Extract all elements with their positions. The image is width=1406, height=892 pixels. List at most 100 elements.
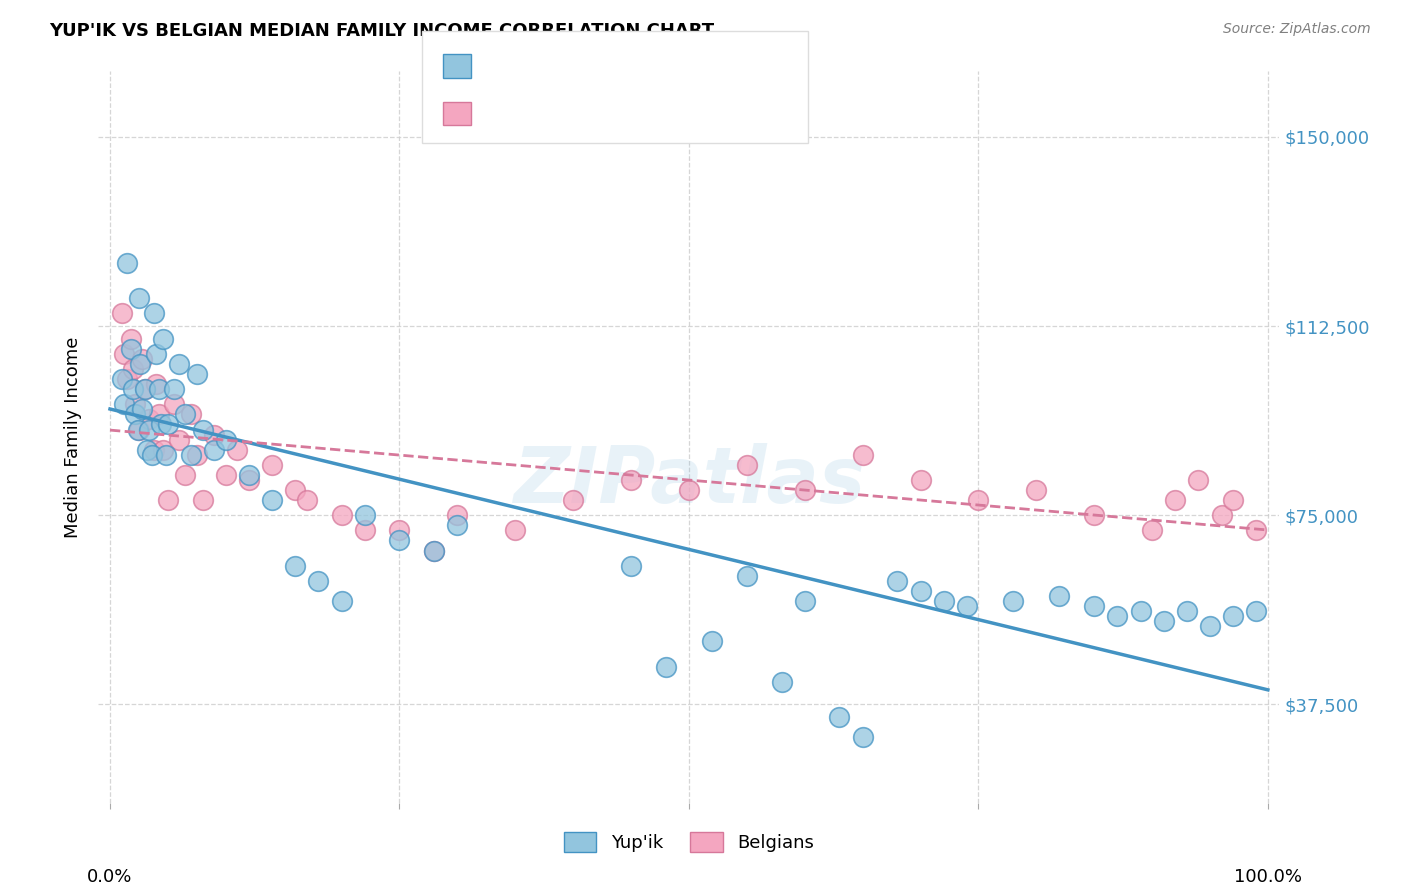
- Point: [149, 417, 172, 432]
- Point: [1199, 619, 1222, 633]
- Text: 100.0%: 100.0%: [1234, 869, 1302, 887]
- Point: [1107, 609, 1129, 624]
- Point: [852, 448, 875, 462]
- Point: [191, 493, 214, 508]
- Point: [136, 442, 159, 457]
- Point: [131, 351, 153, 366]
- Text: -0.766: -0.766: [524, 56, 593, 76]
- Point: [186, 367, 208, 381]
- Point: [110, 306, 132, 320]
- Point: [446, 518, 468, 533]
- Point: [169, 433, 191, 447]
- Point: [124, 397, 146, 411]
- Point: [1025, 483, 1047, 497]
- Point: [1211, 508, 1233, 523]
- Point: [120, 342, 142, 356]
- Point: [191, 423, 214, 437]
- Point: [152, 332, 174, 346]
- Point: [180, 448, 202, 462]
- Text: ZIPatlas: ZIPatlas: [513, 443, 865, 519]
- Point: [262, 493, 284, 508]
- Point: [932, 594, 955, 608]
- Point: [852, 730, 875, 744]
- Point: [700, 634, 723, 648]
- Point: [353, 508, 375, 523]
- Point: [1222, 609, 1244, 624]
- Point: [1083, 599, 1105, 613]
- Point: [122, 382, 145, 396]
- Point: [148, 382, 170, 396]
- Text: 50: 50: [678, 103, 704, 123]
- Point: [148, 408, 170, 422]
- Point: [127, 423, 149, 437]
- Point: [180, 408, 202, 422]
- Point: [330, 594, 353, 608]
- Text: N =: N =: [637, 57, 676, 75]
- Point: [117, 372, 139, 386]
- Point: [1153, 614, 1175, 628]
- Point: [1175, 604, 1198, 618]
- Point: [156, 417, 179, 432]
- Point: [620, 473, 643, 487]
- Point: [143, 306, 166, 320]
- Text: Source: ZipAtlas.com: Source: ZipAtlas.com: [1223, 22, 1371, 37]
- Text: R =: R =: [485, 57, 524, 75]
- Point: [112, 347, 135, 361]
- Point: [620, 558, 643, 573]
- Point: [1002, 594, 1025, 608]
- Text: 60: 60: [678, 56, 704, 76]
- Point: [330, 508, 353, 523]
- Point: [562, 493, 585, 508]
- Point: [423, 543, 446, 558]
- Point: [174, 408, 197, 422]
- Point: [141, 448, 163, 462]
- Point: [295, 493, 318, 508]
- Point: [828, 710, 851, 724]
- Point: [117, 256, 139, 270]
- Point: [388, 533, 411, 548]
- Point: [215, 433, 238, 447]
- Point: [156, 493, 179, 508]
- Point: [163, 382, 186, 396]
- Point: [1222, 493, 1244, 508]
- Point: [112, 397, 135, 411]
- Point: [120, 332, 142, 346]
- Text: -0.127: -0.127: [524, 103, 593, 123]
- Point: [110, 372, 132, 386]
- Point: [735, 458, 758, 472]
- Point: [503, 524, 526, 538]
- Point: [1246, 524, 1268, 538]
- Point: [226, 442, 249, 457]
- Point: [262, 458, 284, 472]
- Point: [155, 448, 177, 462]
- Point: [215, 467, 238, 482]
- Point: [284, 558, 307, 573]
- Point: [145, 347, 167, 361]
- Y-axis label: Median Family Income: Median Family Income: [63, 336, 82, 538]
- Point: [128, 423, 150, 437]
- Point: [138, 412, 160, 426]
- Text: R =: R =: [485, 104, 524, 122]
- Point: [238, 473, 260, 487]
- Point: [138, 423, 160, 437]
- Point: [793, 594, 815, 608]
- Point: [446, 508, 468, 523]
- Point: [423, 543, 446, 558]
- Point: [134, 382, 156, 396]
- Point: [1129, 604, 1152, 618]
- Point: [1164, 493, 1187, 508]
- Point: [967, 493, 990, 508]
- Point: [1049, 589, 1071, 603]
- Point: [145, 377, 167, 392]
- Point: [122, 362, 145, 376]
- Point: [163, 397, 186, 411]
- Point: [131, 402, 153, 417]
- Point: [169, 357, 191, 371]
- Point: [143, 442, 166, 457]
- Text: YUP'IK VS BELGIAN MEDIAN FAMILY INCOME CORRELATION CHART: YUP'IK VS BELGIAN MEDIAN FAMILY INCOME C…: [49, 22, 714, 40]
- Point: [388, 524, 411, 538]
- Text: 0.0%: 0.0%: [87, 869, 132, 887]
- Point: [129, 357, 152, 371]
- Point: [1140, 524, 1163, 538]
- Point: [128, 291, 150, 305]
